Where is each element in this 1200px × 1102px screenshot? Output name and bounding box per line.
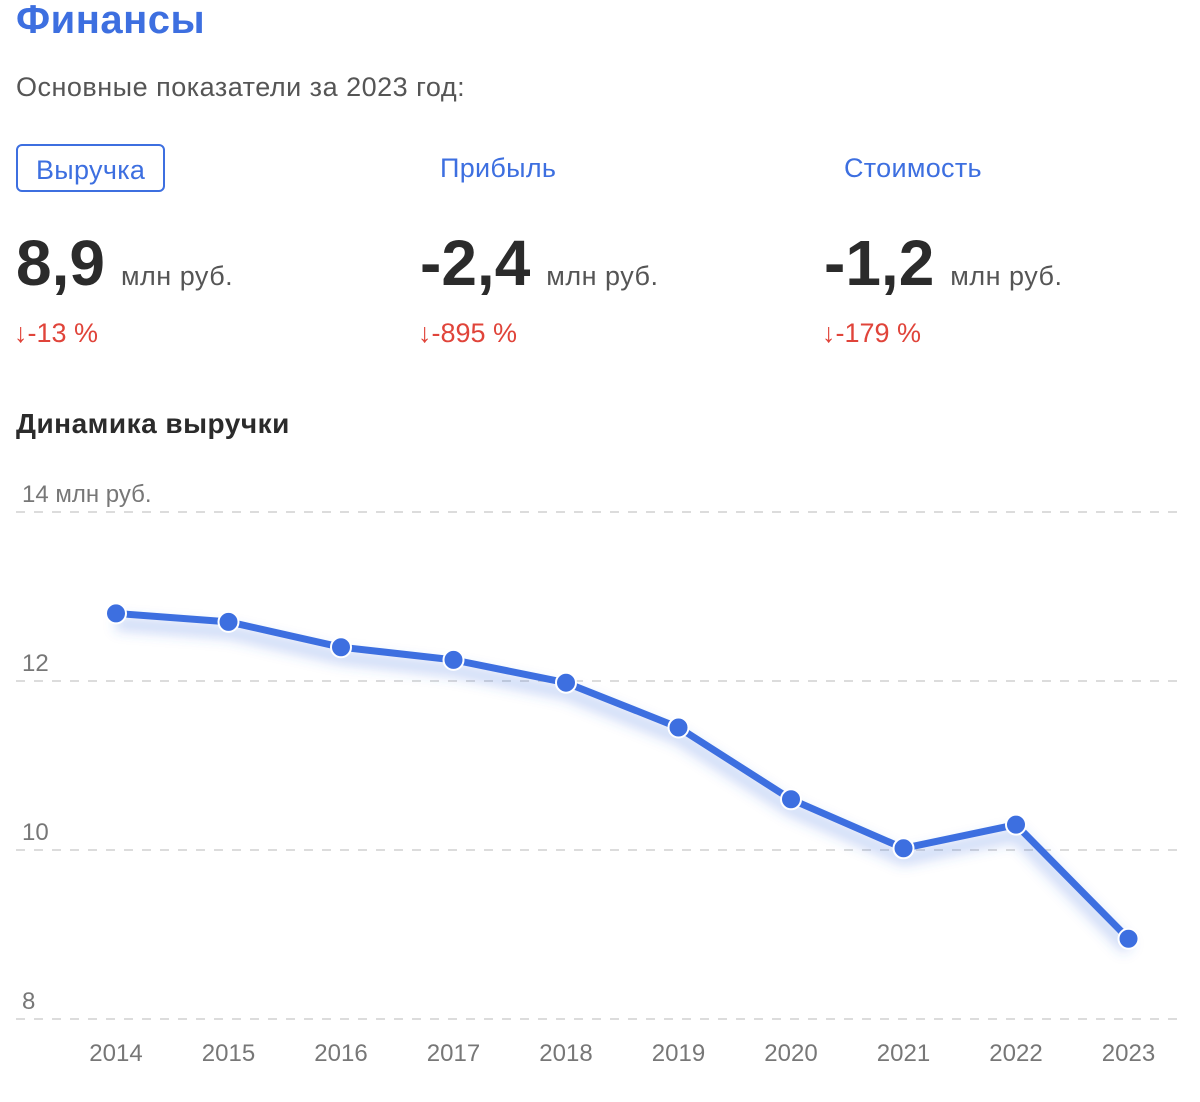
metric-profit: -2,4 млн руб. [420,226,659,300]
metric-revenue: 8,9 млн руб. [16,226,233,300]
metric-value-change: ↓-179 % [822,318,922,348]
metric-revenue-change: ↓-13 % [14,318,99,348]
y-tick-label: 10 [22,819,49,846]
data-point [780,788,802,811]
data-point [555,671,577,694]
x-tick-label: 2015 [202,1040,255,1067]
tab-value[interactable]: Стоимость [844,153,982,183]
chart-title: Динамика выручки [16,408,290,439]
metric-value: -1,2 млн руб. [824,226,1063,300]
x-tick-label: 2021 [877,1040,930,1067]
page-title: Финансы [16,0,206,42]
y-tick-label: 12 [22,650,49,677]
metric-profit-value: -2,4 [420,227,531,299]
data-point [442,648,465,671]
data-point [667,716,690,739]
x-tick-label: 2023 [1102,1040,1155,1067]
revenue-line-chart: 14 млн руб. 12 10 8 2014 2015 2016 2017 2018 2019… [16,481,1184,1067]
tab-revenue[interactable]: Выручка [16,144,166,192]
series-line [112,609,1132,943]
x-tick-label: 2016 [314,1040,367,1067]
data-point [105,602,127,625]
metric-revenue-unit: млн руб. [120,261,234,291]
x-tick-label: 2019 [652,1040,705,1067]
tab-profit[interactable]: Прибыль [440,153,557,183]
x-tick-label: 2018 [539,1040,592,1067]
metric-value-value: -1,2 [824,227,935,299]
metric-profit-unit: млн руб. [546,261,659,291]
series-line-shadow [115,616,1134,954]
page-subtitle: Основные показатели за 2023 год: [16,72,466,102]
y-tick-label: 8 [22,988,35,1015]
x-tick-label: 2017 [427,1040,480,1067]
data-point [217,610,240,633]
x-tick-label: 2022 [989,1040,1042,1067]
data-point [1117,927,1140,950]
metric-revenue-value: 8,9 [16,227,105,299]
y-tick-label: 14 млн руб. [22,481,152,508]
x-tick-label: 2014 [89,1040,142,1067]
x-tick-label: 2020 [764,1040,817,1067]
data-point [1005,813,1027,836]
metric-profit-change: ↓-895 % [418,318,518,348]
data-point [330,636,352,659]
data-point [892,837,915,860]
metric-value-unit: млн руб. [950,261,1063,291]
